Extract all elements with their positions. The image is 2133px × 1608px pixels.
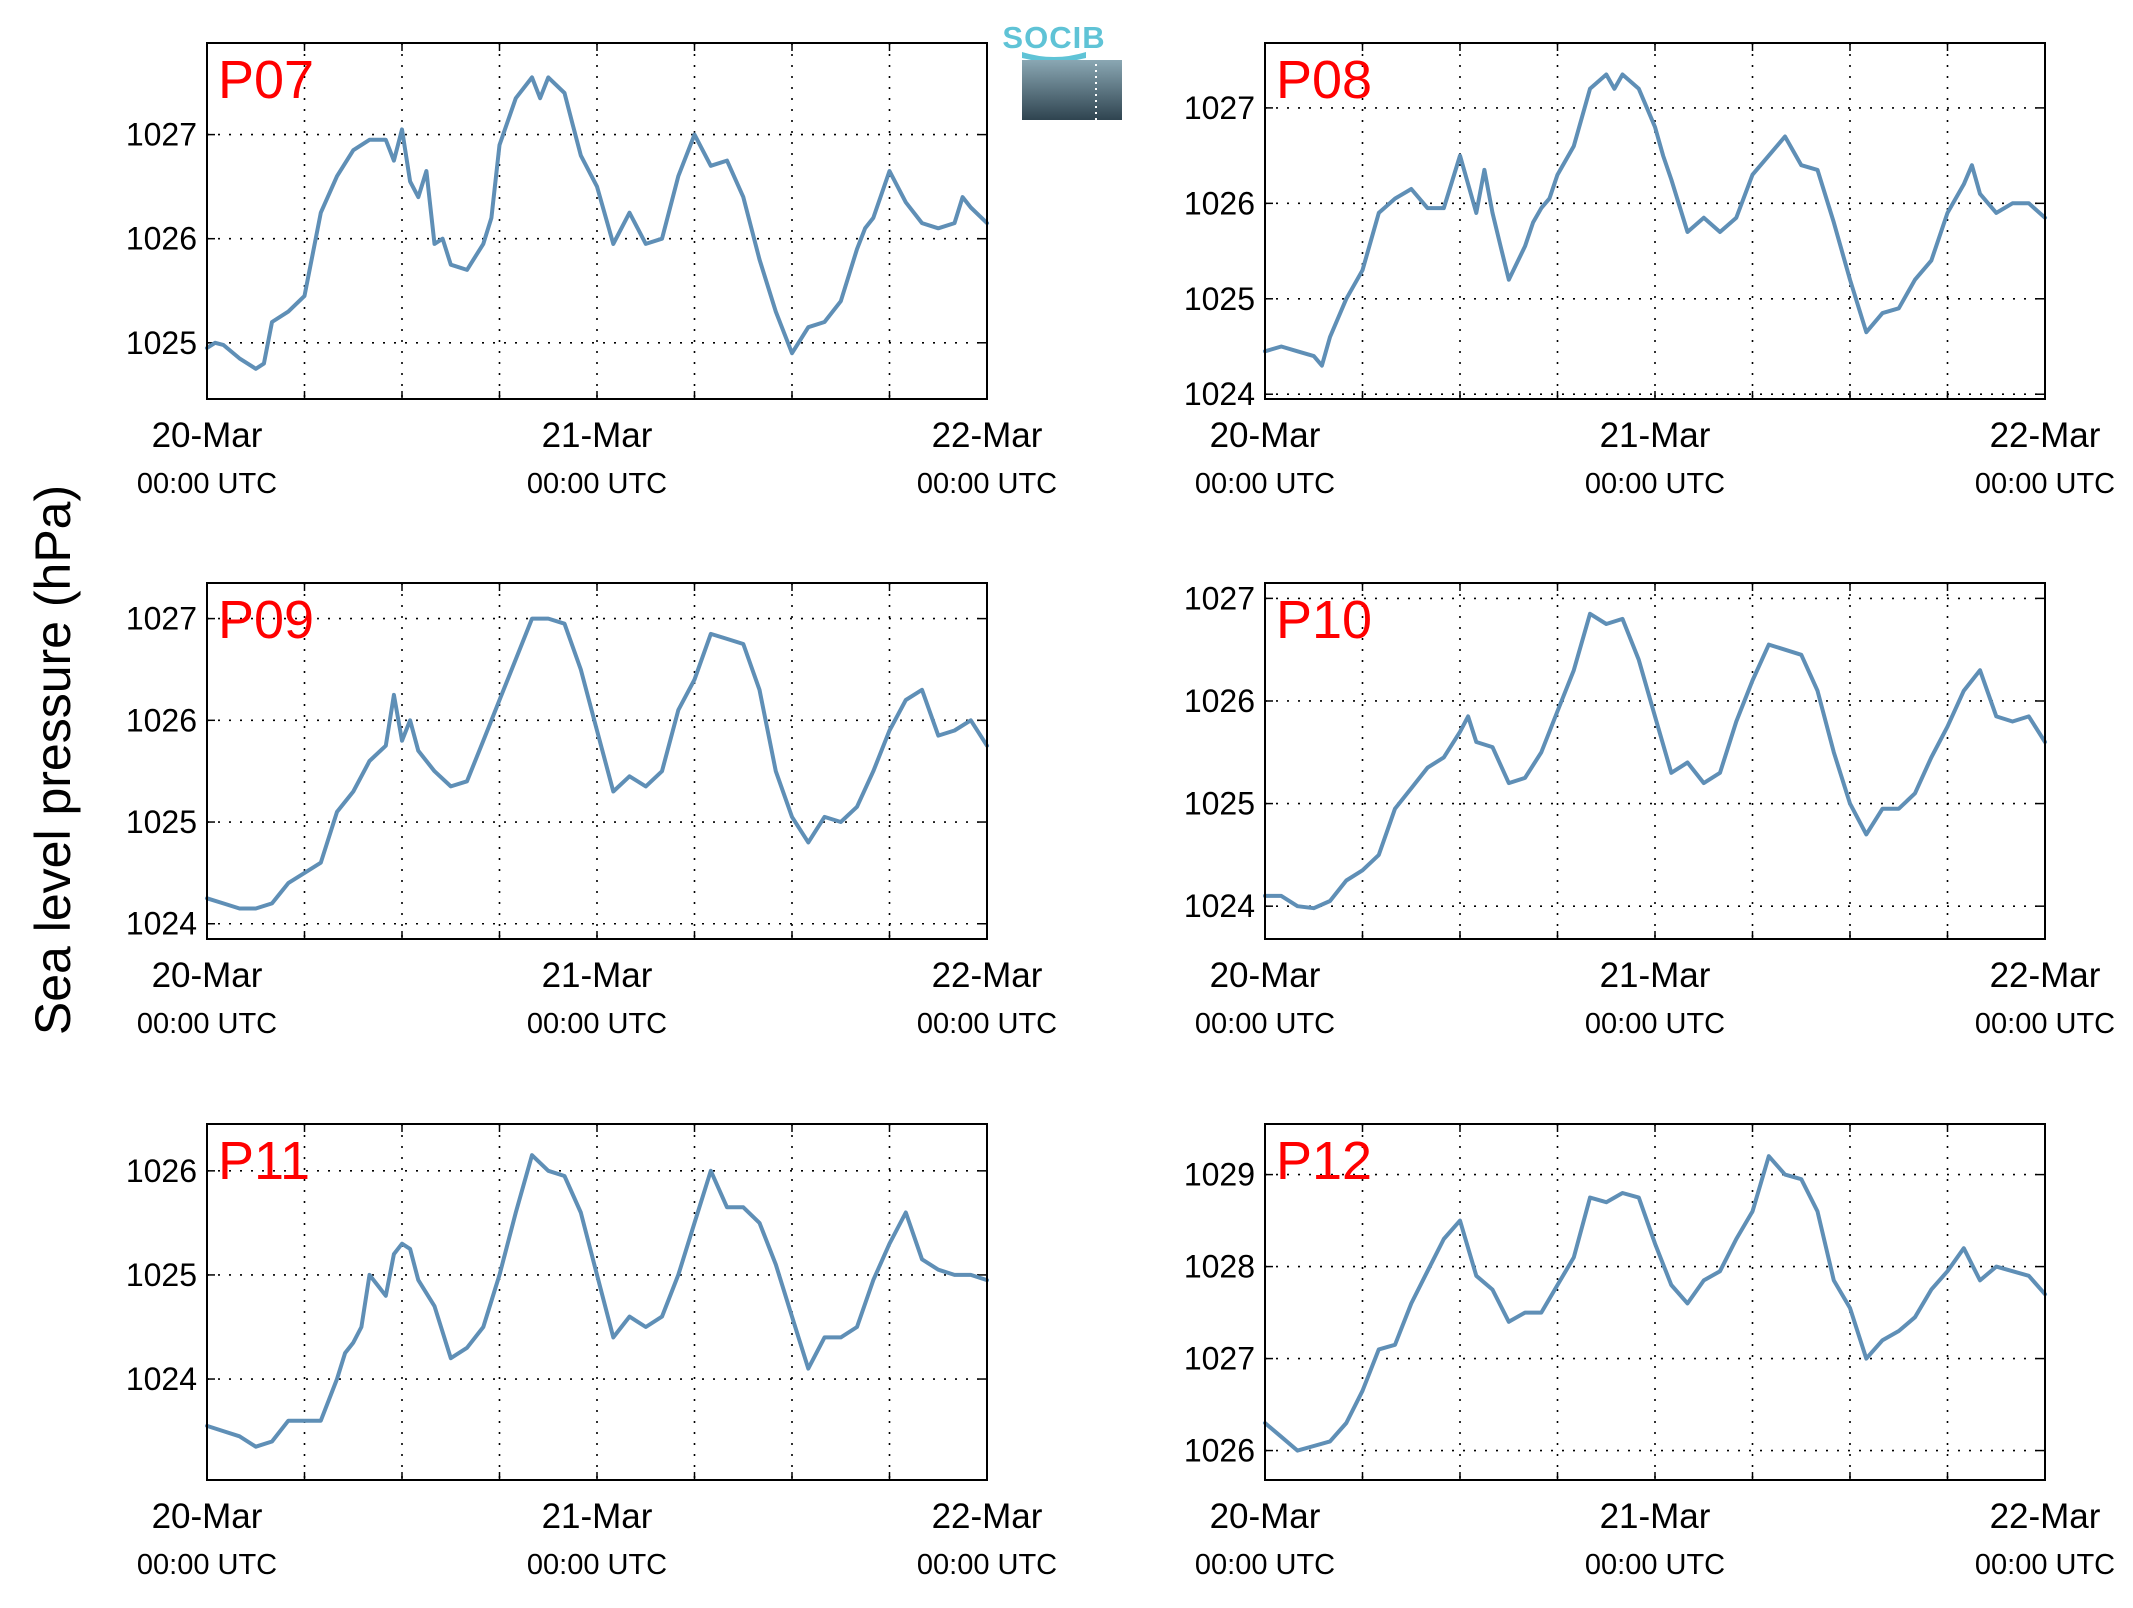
y-tick-label: 1025	[126, 1257, 197, 1293]
x-tick-label-date: 21-Mar	[542, 416, 653, 455]
y-tick-label: 1026	[1184, 683, 1255, 719]
x-tick-label-date: 20-Mar	[1210, 1497, 1321, 1536]
y-tick-label: 1024	[1184, 888, 1255, 924]
x-tick-label-date: 20-Mar	[152, 1497, 263, 1536]
panel-p12: 1026 1027 1028 1029 20-Mar 00:00 UTC 21-Mar 00:…	[1184, 1123, 2115, 1581]
x-tick-label-time: 00:00 UTC	[527, 468, 667, 500]
y-tick-label: 1025	[1184, 281, 1255, 317]
panel-label: P09	[218, 590, 314, 650]
panel-label: P10	[1276, 590, 1372, 650]
socib-logo: SOCIB	[1002, 20, 1122, 120]
x-tick-label-time: 00:00 UTC	[1585, 468, 1725, 500]
y-tick-label: 1024	[126, 1361, 197, 1397]
y-axis-label: Sea level pressure (hPa)	[25, 485, 81, 1035]
x-tick-label-time: 00:00 UTC	[137, 1549, 277, 1581]
panel-p07: 1025 1026 1027 20-Mar 00:00 UTC 21-Mar 00:00 U…	[126, 42, 1057, 500]
x-tick-label-time: 00:00 UTC	[527, 1549, 667, 1581]
y-tick-label: 1029	[1184, 1157, 1255, 1193]
x-tick-label-time: 00:00 UTC	[1195, 1549, 1335, 1581]
panel-p10: 1024 1025 1026 1027 20-Mar 00:00 UTC 21-Mar 00:…	[1184, 580, 2115, 1040]
y-tick-label: 1027	[1184, 580, 1255, 616]
axes-frame	[206, 42, 988, 400]
x-tick-label-date: 21-Mar	[542, 1497, 653, 1536]
panel-p09: 1024 1025 1026 1027 20-Mar 00:00 UTC 21-Mar 00:…	[126, 582, 1057, 1040]
x-tick-label-time: 00:00 UTC	[1975, 1549, 2115, 1581]
x-tick-label-time: 00:00 UTC	[137, 1008, 277, 1040]
y-tick-label: 1024	[126, 906, 197, 942]
panel-label: P12	[1276, 1131, 1372, 1191]
x-tick-label-time: 00:00 UTC	[1195, 468, 1335, 500]
x-tick-label-time: 00:00 UTC	[917, 1008, 1057, 1040]
series-line-p09	[205, 616, 989, 911]
axes-frame	[206, 1123, 988, 1481]
series-line-p08	[1263, 72, 2047, 368]
x-tick-label-time: 00:00 UTC	[917, 1549, 1057, 1581]
x-tick-label-time: 00:00 UTC	[1585, 1549, 1725, 1581]
x-tick-label-time: 00:00 UTC	[1975, 1008, 2115, 1040]
series-line-p10	[1263, 611, 2047, 911]
x-tick-label-time: 00:00 UTC	[527, 1008, 667, 1040]
series-line-p07	[205, 75, 989, 371]
panel-p11: 1024 1025 1026 20-Mar 00:00 UTC 21-Mar 00:00 U…	[126, 1123, 1057, 1581]
y-tick-label: 1026	[126, 702, 197, 738]
y-tick-label: 1025	[126, 325, 197, 361]
y-tick-label: 1026	[126, 1153, 197, 1189]
x-tick-label-date: 22-Mar	[932, 416, 1043, 455]
series-line-p12	[1263, 1154, 2047, 1453]
y-tick-label: 1027	[126, 117, 197, 153]
x-tick-label-date: 20-Mar	[152, 956, 263, 995]
x-tick-label-date: 20-Mar	[1210, 956, 1321, 995]
axes-frame	[1264, 1123, 2046, 1481]
panel-label: P11	[218, 1131, 310, 1191]
x-tick-label-date: 21-Mar	[1600, 416, 1711, 455]
x-tick-label-date: 22-Mar	[1990, 416, 2101, 455]
panels: 1025 1026 1027 20-Mar 00:00 UTC 21-Mar 00:00 U…	[126, 42, 2115, 1581]
panel-label: P08	[1276, 50, 1372, 110]
axes-frame	[206, 582, 988, 940]
x-tick-label-date: 21-Mar	[1600, 956, 1711, 995]
axes-frame	[1264, 42, 2046, 400]
x-tick-label-date: 22-Mar	[1990, 956, 2101, 995]
y-tick-label: 1026	[126, 221, 197, 257]
panel-p08: 1024 1025 1026 1027 20-Mar 00:00 UTC 21-Mar 00:…	[1184, 42, 2115, 500]
x-tick-label-date: 20-Mar	[1210, 416, 1321, 455]
x-tick-label-date: 22-Mar	[932, 1497, 1043, 1536]
y-tick-label: 1028	[1184, 1249, 1255, 1285]
y-tick-label: 1025	[126, 804, 197, 840]
x-tick-label-date: 22-Mar	[1990, 1497, 2101, 1536]
x-tick-label-date: 21-Mar	[1600, 1497, 1711, 1536]
series-line-p11	[205, 1153, 989, 1449]
x-tick-label-time: 00:00 UTC	[1975, 468, 2115, 500]
x-tick-label-time: 00:00 UTC	[137, 468, 277, 500]
panel-label: P07	[218, 50, 314, 110]
x-tick-label-time: 00:00 UTC	[1585, 1008, 1725, 1040]
axes-frame	[1264, 582, 2046, 940]
y-tick-label: 1025	[1184, 786, 1255, 822]
x-tick-label-date: 22-Mar	[932, 956, 1043, 995]
y-tick-label: 1027	[1184, 1341, 1255, 1377]
y-tick-label: 1026	[1184, 1433, 1255, 1469]
y-tick-label: 1027	[1184, 90, 1255, 126]
y-tick-label: 1024	[1184, 376, 1255, 412]
x-tick-label-date: 21-Mar	[542, 956, 653, 995]
x-tick-label-time: 00:00 UTC	[917, 468, 1057, 500]
y-tick-label: 1027	[126, 601, 197, 637]
x-tick-label-time: 00:00 UTC	[1195, 1008, 1335, 1040]
logo-text: SOCIB	[1002, 20, 1105, 55]
logo-block	[1022, 60, 1122, 120]
x-tick-label-date: 20-Mar	[152, 416, 263, 455]
logo-wave	[1022, 52, 1086, 62]
y-tick-label: 1026	[1184, 185, 1255, 221]
